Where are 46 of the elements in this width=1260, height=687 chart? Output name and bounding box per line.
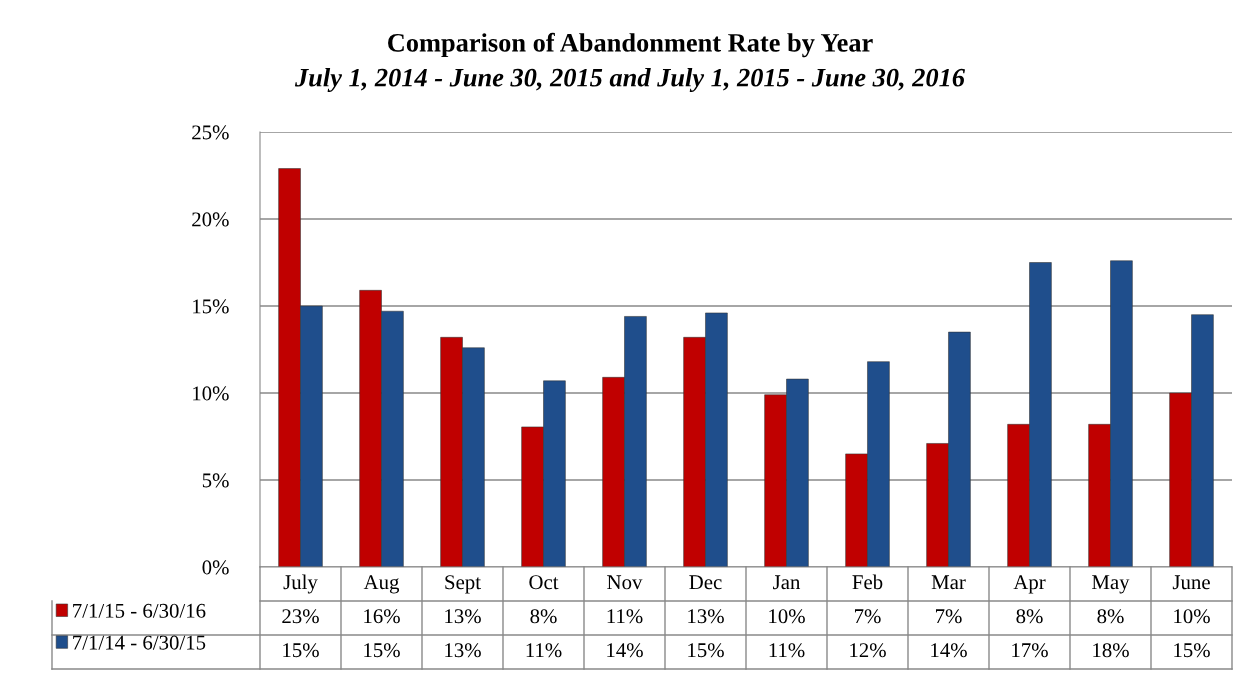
y-tick-label: 25% [192, 125, 229, 140]
legend-label: 7/1/14 - 6/30/15 [73, 635, 206, 650]
data-label: 15% [283, 643, 319, 658]
data-label: 13% [688, 609, 724, 624]
data-label: 12% [850, 643, 886, 658]
data-label: 14% [607, 643, 643, 658]
data-label: 23% [282, 609, 319, 624]
data-label: 7% [854, 609, 881, 624]
x-tick-label: Dec [689, 575, 722, 590]
y-tick-label: 10% [193, 386, 229, 401]
x-tick-label: Nov [607, 575, 643, 590]
data-label: 11% [526, 643, 562, 658]
chart-title: Comparison of Abandonment Rate by Year [388, 32, 873, 58]
data-label: 14% [931, 643, 967, 658]
legend-label: 7/1/15 - 6/30/16 [73, 603, 206, 618]
x-tick-label: June [1172, 575, 1210, 590]
data-label: 16% [364, 609, 400, 624]
data-label: 13% [445, 643, 481, 658]
data-label: 8% [1097, 609, 1124, 624]
data-label: 11% [769, 643, 805, 658]
data-label: 10% [1174, 609, 1210, 624]
data-label: 11% [607, 609, 643, 624]
data-label: 15% [688, 643, 724, 658]
x-tick-label: July [283, 574, 318, 594]
y-tick-label: 5% [202, 473, 229, 488]
x-tick-label: Jan [773, 575, 801, 590]
data-label: 8% [530, 609, 557, 624]
x-tick-label: Apr [1013, 575, 1046, 594]
data-label: 17% [1012, 643, 1048, 658]
x-tick-label: May [1092, 575, 1130, 594]
x-tick-label: Oct [529, 575, 559, 590]
data-label: 18% [1093, 643, 1129, 658]
x-tick-label: Aug [363, 575, 400, 594]
data-label: 10% [769, 609, 805, 624]
x-tick-label: Feb [852, 574, 883, 590]
data-label: 7% [935, 609, 962, 624]
data-label: 15% [364, 643, 400, 658]
data-label: 8% [1016, 609, 1043, 624]
x-tick-label: Sept [445, 575, 481, 594]
y-tick-label: 20% [192, 212, 229, 227]
chart-subtitle: July 1, 2014 - June 30, 2015 and July 1, 2015 - June 30, 2016 [294, 68, 966, 92]
x-tick-label: Mar [931, 575, 966, 590]
y-tick-label: 0% [202, 560, 229, 575]
data-label: 13% [445, 609, 481, 624]
data-label: 15% [1174, 643, 1210, 658]
y-tick-label: 15% [193, 299, 229, 314]
